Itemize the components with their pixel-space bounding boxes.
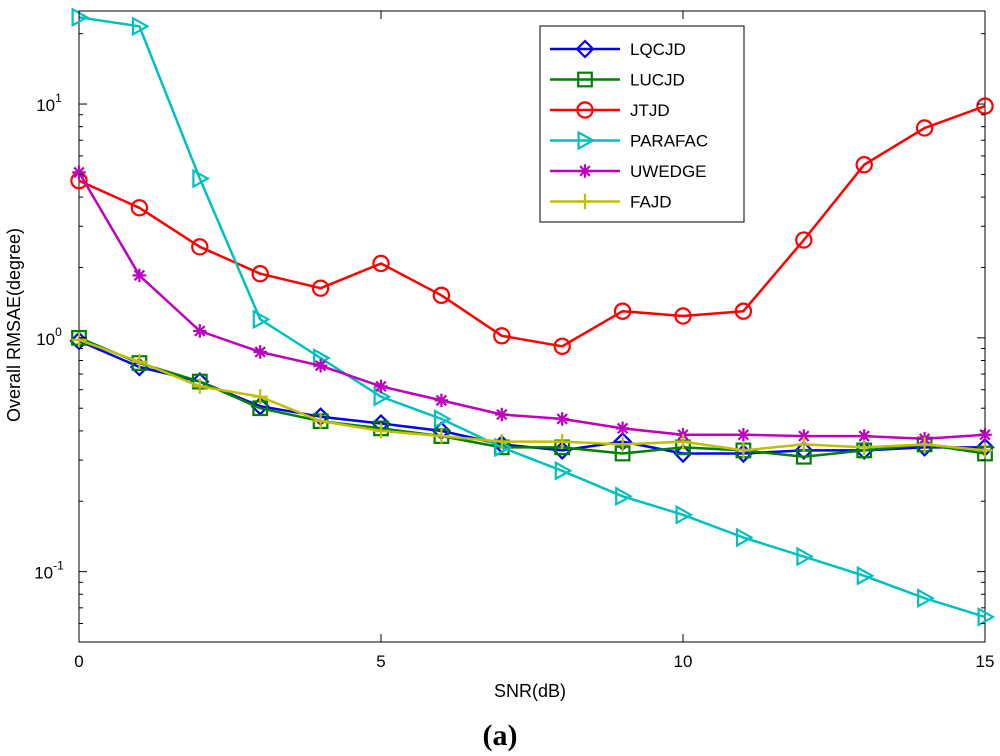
data-point-jtjd [372, 254, 390, 273]
legend-marker-uwedge [578, 164, 592, 178]
data-point-fajd [615, 436, 631, 453]
legend-box [539, 25, 745, 223]
data-point-parafac [71, 7, 90, 28]
x-axis-label: SNR(dB) [494, 681, 566, 701]
data-point-fajd [856, 439, 872, 455]
legend-label-fajd: FAJD [630, 193, 672, 212]
data-point-uwedge [72, 165, 86, 180]
data-point-uwedge [555, 412, 569, 426]
data-point-fajd [433, 428, 449, 444]
data-point-jtjd [311, 279, 330, 297]
data-point-fajd [71, 332, 87, 348]
legend-label-lqcjd: LQCJD [630, 40, 686, 59]
series-uwedge [72, 165, 992, 446]
data-point-parafac [977, 607, 996, 627]
data-point-parafac [917, 588, 935, 609]
data-point-fajd [252, 389, 268, 405]
legend-marker-lucjd [577, 71, 593, 88]
data-point-uwedge [253, 345, 267, 359]
legend: LQCJD LUCJD JTJD PARAFAC UWEDGE FAJD [539, 25, 745, 223]
data-point-uwedge [736, 427, 751, 442]
data-point-fajd [373, 423, 389, 439]
data-point-fajd [131, 354, 147, 370]
data-point-parafac [675, 504, 694, 525]
plot-frame [78, 10, 986, 643]
x-tick-label: 0 [74, 652, 83, 671]
legend-marker-parafac [577, 130, 596, 151]
series-fajd [71, 332, 993, 458]
legend-marker-jtjd [576, 101, 594, 119]
data-point-jtjd [191, 238, 209, 256]
data-point-parafac [192, 168, 211, 189]
data-point-jtjd [976, 97, 994, 115]
data-point-jtjd [915, 119, 934, 137]
data-point-parafac [554, 460, 573, 481]
data-point-fajd [917, 436, 933, 453]
data-point-fajd [554, 433, 570, 450]
data-point-uwedge [857, 429, 871, 443]
data-point-fajd [977, 442, 993, 458]
data-point-uwedge [615, 421, 630, 436]
data-point-fajd [313, 413, 329, 429]
data-point-fajd [675, 433, 691, 450]
data-point-uwedge [434, 393, 449, 408]
x-tick-label: 5 [376, 652, 385, 671]
data-point-uwedge [495, 407, 509, 422]
data-point-jtjd [493, 327, 511, 345]
data-point-parafac [433, 409, 452, 429]
data-point-uwedge [374, 379, 388, 394]
y-tick-label: 100 [36, 325, 62, 349]
data-point-jtjd [795, 231, 813, 249]
data-point-fajd [494, 433, 510, 450]
x-tick-label: 15 [976, 652, 995, 671]
legend-marker-lqcjd [575, 39, 595, 59]
data-point-parafac [131, 16, 150, 37]
data-point-jtjd [251, 265, 269, 283]
series-line-uwedge [77, 171, 986, 441]
data-point-lqcjd [794, 440, 814, 460]
series-line-fajd [78, 338, 986, 452]
data-point-fajd [735, 442, 751, 458]
y-axis-label: Overall RMSAE(degree) [4, 228, 24, 422]
data-point-uwedge [193, 324, 207, 338]
data-point-parafac [796, 546, 815, 567]
axis-layer: 0 5 10 15 10-1 100 101 [34, 11, 994, 671]
y-tick-label: 10-1 [34, 559, 64, 583]
data-point-uwedge [132, 268, 147, 283]
data-point-parafac [856, 565, 875, 586]
data-point-uwedge [978, 427, 992, 442]
data-point-jtjd [674, 307, 692, 325]
data-point-uwedge [797, 429, 811, 443]
figure-caption: (a) [483, 719, 518, 752]
data-point-jtjd [130, 199, 149, 217]
data-point-jtjd [855, 156, 873, 174]
legend-label-uwedge: UWEDGE [630, 162, 707, 181]
series-parafac [71, 7, 996, 627]
legend-label-lucjd: LUCJD [630, 71, 685, 90]
data-point-jtjd [734, 302, 753, 320]
data-point-parafac [252, 309, 271, 330]
plot-area [78, 10, 986, 643]
series-line-jtjd [78, 104, 986, 348]
data-point-jtjd [553, 337, 571, 355]
legend-label-parafac: PARAFAC [630, 132, 708, 151]
legend-marker-fajd [577, 193, 593, 210]
data-point-parafac [735, 527, 754, 548]
series-layer [69, 7, 996, 627]
data-point-fajd [796, 436, 812, 453]
data-point-lqcjd [673, 443, 693, 464]
data-point-parafac [615, 486, 633, 507]
series-jtjd [70, 97, 994, 355]
series-line-lucjd [78, 336, 986, 458]
data-point-jtjd [432, 286, 451, 305]
legend-label-jtjd: JTJD [630, 101, 670, 120]
data-point-jtjd [613, 302, 632, 320]
x-tick-label: 10 [674, 652, 693, 671]
series-line-parafac [78, 16, 986, 619]
data-point-uwedge [313, 358, 328, 373]
y-tick-label: 101 [36, 91, 62, 115]
data-point-fajd [192, 378, 208, 394]
